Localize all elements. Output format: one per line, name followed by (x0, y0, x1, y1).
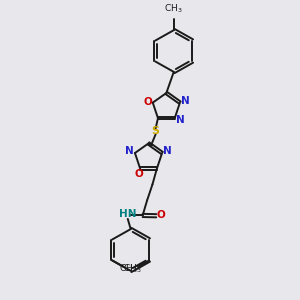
Text: CH$_3$: CH$_3$ (119, 262, 138, 275)
Text: N: N (125, 146, 134, 156)
Text: N: N (176, 115, 184, 125)
Text: S: S (152, 126, 160, 136)
Text: O: O (156, 210, 165, 220)
Text: N: N (181, 96, 190, 106)
Text: CH$_3$: CH$_3$ (123, 262, 142, 275)
Text: O: O (143, 97, 152, 107)
Text: N: N (163, 146, 172, 156)
Text: CH$_3$: CH$_3$ (164, 3, 183, 15)
Text: O: O (135, 169, 143, 179)
Text: HN: HN (119, 209, 136, 219)
